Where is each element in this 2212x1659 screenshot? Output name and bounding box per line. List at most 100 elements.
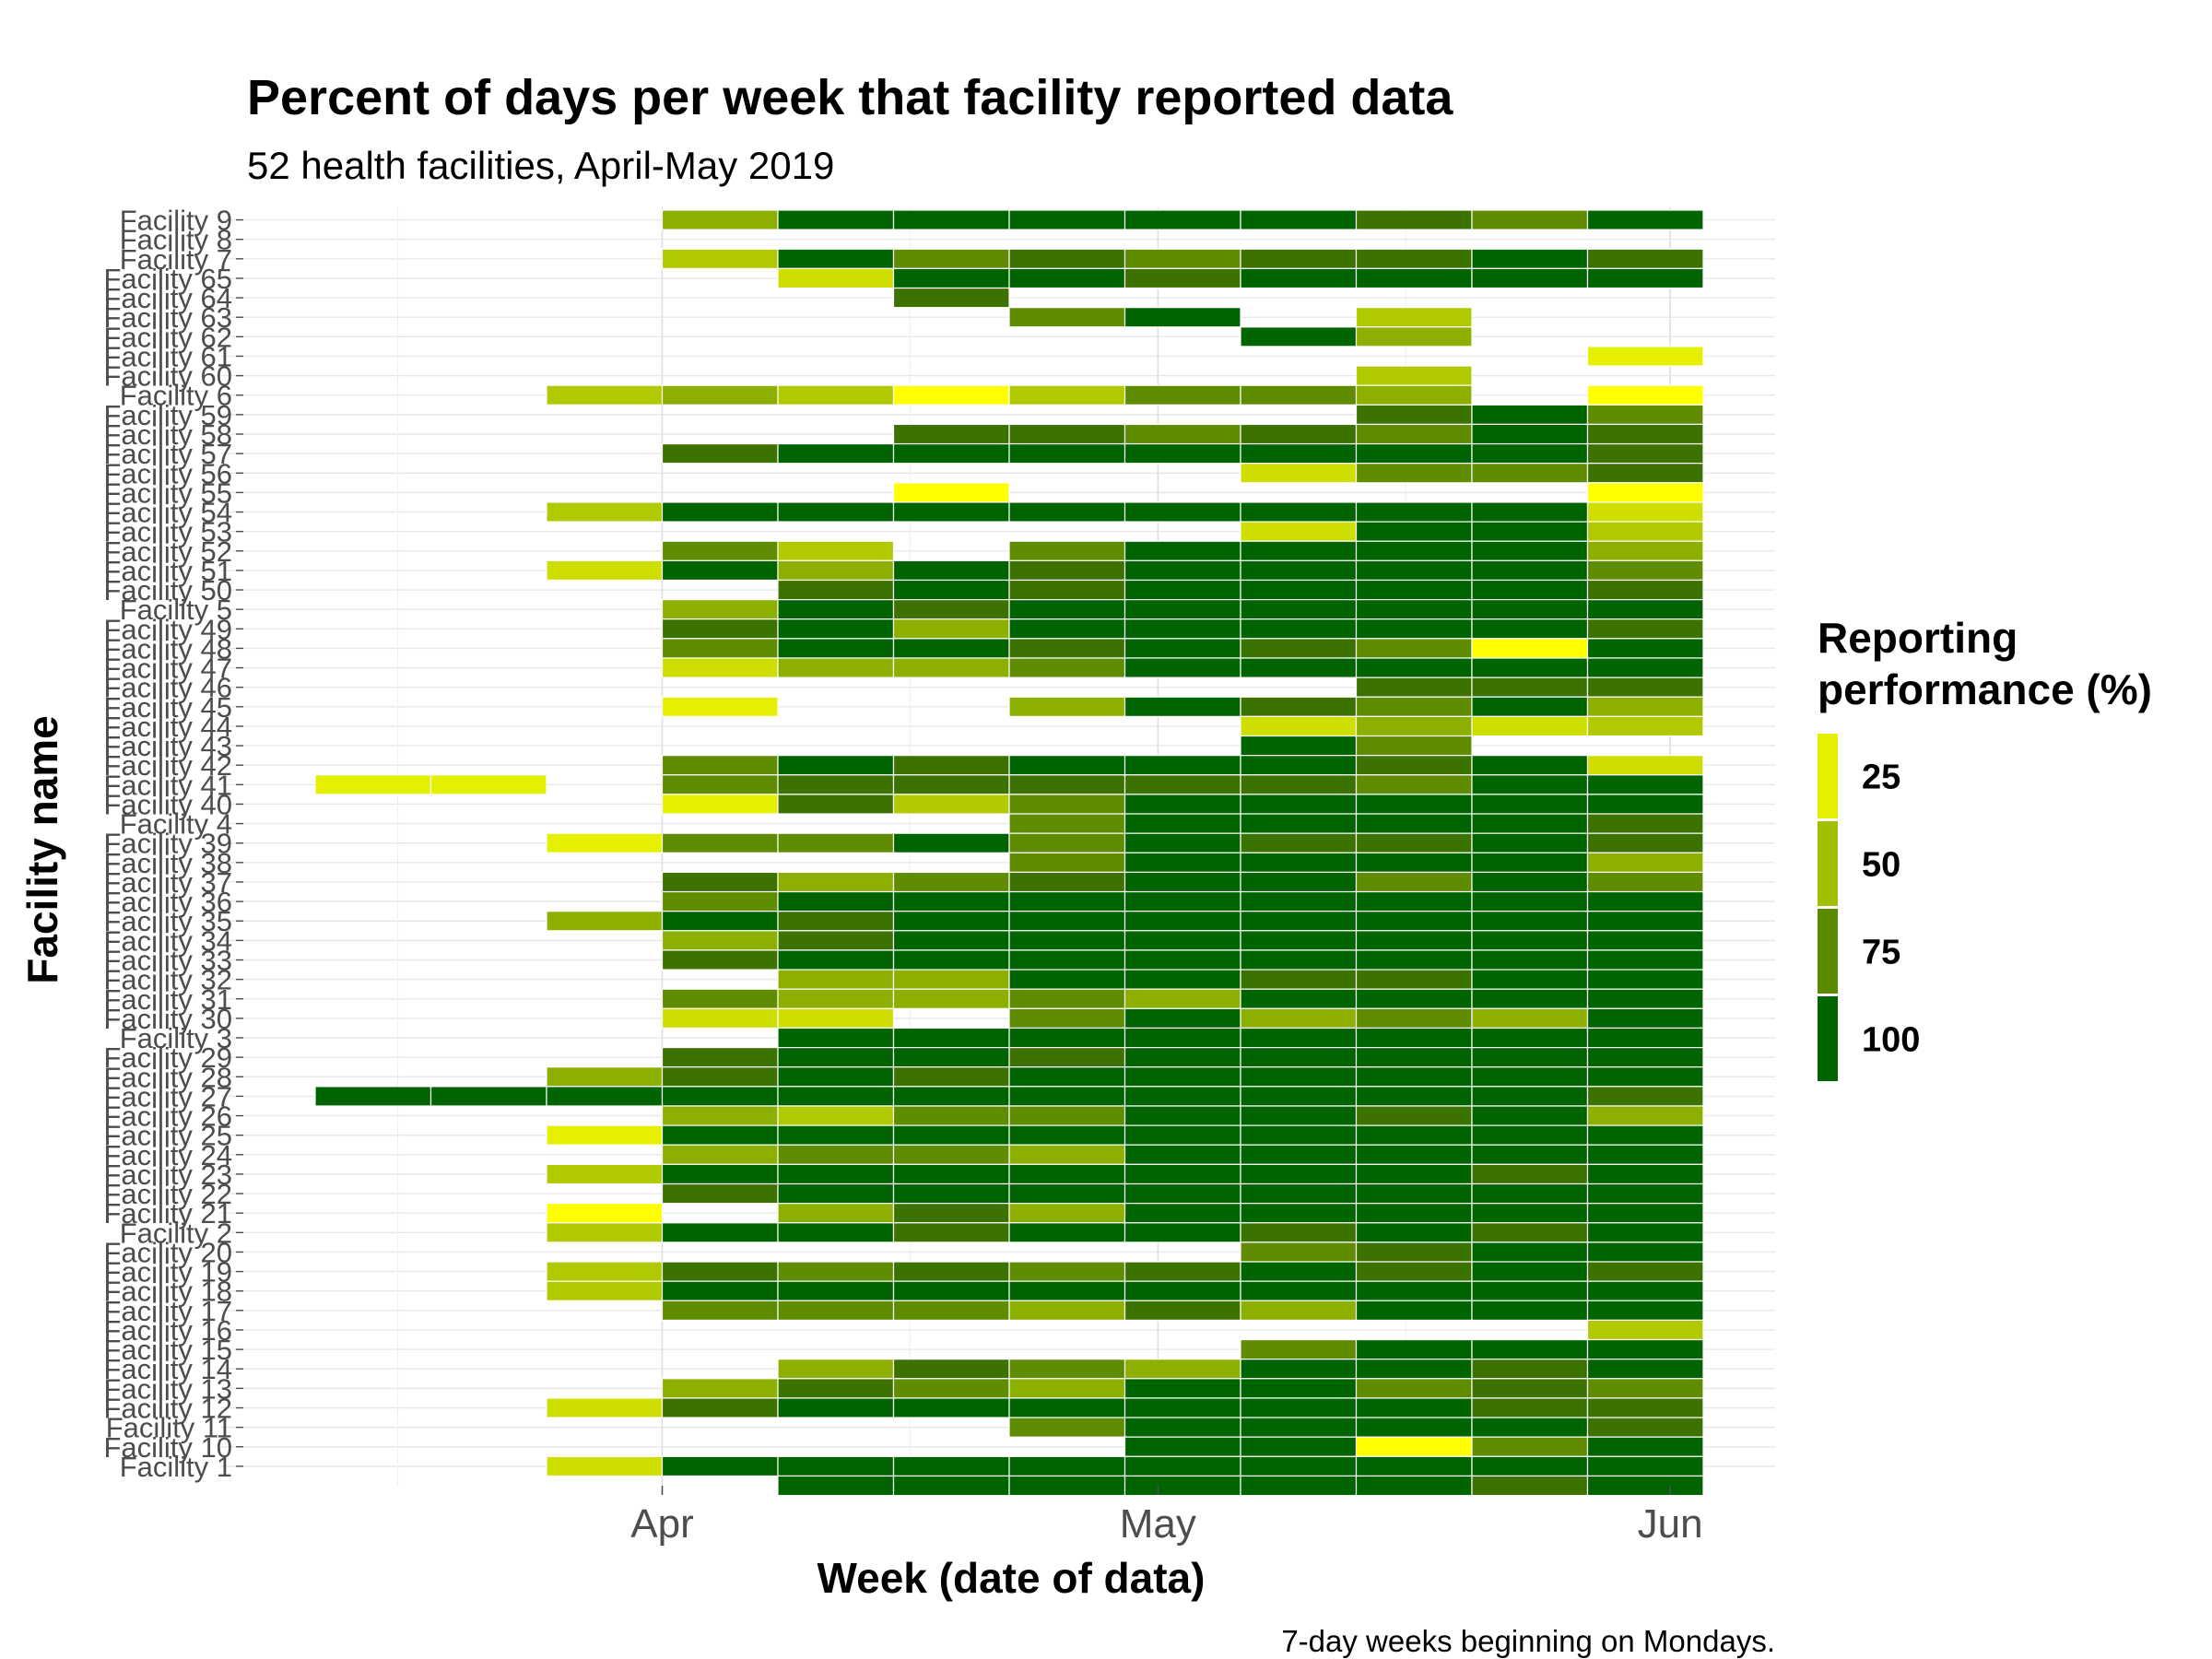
y-tick-label: Facility 60: [103, 360, 232, 393]
heatmap-cell: [1008, 1261, 1126, 1282]
y-tick-label: Facility 4: [120, 808, 232, 841]
heatmap-cell: [1124, 423, 1241, 445]
heatmap-cell: [777, 988, 895, 1009]
heatmap-cell: [1355, 1124, 1473, 1146]
y-tick-label: Facility 23: [103, 1159, 232, 1191]
heatmap-cell: [1471, 1280, 1589, 1301]
heatmap-cell: [1008, 696, 1126, 717]
heatmap-cell: [1586, 1455, 1704, 1477]
heatmap-cell: [1355, 949, 1473, 971]
heatmap-cell: [1586, 677, 1704, 698]
heatmap-cell: [777, 1455, 895, 1477]
y-tick-label: Facility 14: [103, 1353, 232, 1385]
heatmap-cell: [777, 949, 895, 971]
heatmap-cell: [1471, 813, 1589, 834]
heatmap-cell: [1355, 1436, 1473, 1457]
y-tick-label: Facility 22: [103, 1178, 232, 1210]
heatmap-cell: [777, 832, 895, 853]
heatmap-cell: [1240, 1280, 1358, 1301]
heatmap-cell: [1008, 579, 1126, 601]
heatmap-cell: [892, 1397, 1010, 1418]
heatmap-cell: [892, 559, 1010, 582]
heatmap-cell: [1471, 540, 1589, 561]
heatmap-cell: [1240, 1222, 1358, 1243]
y-tick-label: Facility 39: [103, 828, 232, 860]
heatmap-cell: [1471, 267, 1589, 289]
heatmap-cell: [1355, 1338, 1473, 1360]
heatmap-cell: [777, 384, 895, 406]
heatmap-cell: [1586, 911, 1704, 932]
heatmap-cell: [546, 911, 664, 932]
heatmap-cell: [1586, 501, 1704, 523]
heatmap-cell: [1586, 267, 1704, 289]
heatmap-cell: [777, 1027, 895, 1049]
heatmap-cell: [1124, 1436, 1241, 1457]
heatmap-cell: [777, 1261, 895, 1282]
heatmap-cell: [1008, 1086, 1126, 1107]
heatmap-cell: [892, 1046, 1010, 1068]
heatmap-cell: [892, 423, 1010, 445]
heatmap-cell: [1124, 1027, 1241, 1049]
heatmap-cell: [661, 930, 779, 951]
heatmap-cell: [1355, 384, 1473, 406]
heatmap-cell: [1240, 638, 1358, 659]
heatmap-cell: [892, 598, 1010, 620]
heatmap-cell: [1586, 1436, 1704, 1457]
heatmap-cell: [892, 1086, 1010, 1107]
heatmap-cell: [1124, 540, 1241, 561]
heatmap-cell: [1124, 1455, 1241, 1477]
heatmap-cell: [1586, 540, 1704, 561]
heatmap-cell: [892, 969, 1010, 990]
heatmap-cell: [1471, 579, 1589, 601]
heatmap-cell: [1240, 559, 1358, 582]
heatmap-cell: [1586, 696, 1704, 717]
heatmap-cell: [1008, 1300, 1126, 1322]
heatmap-cell: [1471, 209, 1589, 230]
heatmap-cell: [1471, 1222, 1589, 1243]
heatmap-cell: [1355, 1397, 1473, 1418]
heatmap-cell: [1355, 1046, 1473, 1068]
heatmap-cell: [1124, 442, 1241, 465]
heatmap-cell: [1240, 442, 1358, 465]
heatmap-cell: [777, 890, 895, 912]
heatmap-cell: [1240, 949, 1358, 971]
heatmap-cell: [1124, 1066, 1241, 1088]
heatmap-cell: [1124, 1280, 1241, 1301]
heatmap-cell: [1008, 1124, 1126, 1146]
heatmap-cell: [1471, 890, 1589, 912]
heatmap-cell: [892, 774, 1010, 795]
heatmap-cell: [1586, 1086, 1704, 1107]
heatmap-cell: [892, 988, 1010, 1009]
heatmap-cell: [1586, 1280, 1704, 1301]
heatmap-cell: [661, 949, 779, 971]
heatmap-cell: [892, 1066, 1010, 1088]
heatmap-cell: [1586, 1163, 1704, 1185]
heatmap-cell: [1355, 423, 1473, 445]
legend-label: 75: [1862, 934, 1900, 972]
heatmap-cell: [777, 1086, 895, 1107]
y-tick-label: Facility 13: [103, 1372, 232, 1405]
y-tick-label: Facility 42: [103, 749, 232, 782]
heatmap-cell: [1355, 1027, 1473, 1049]
heatmap-cell: [1008, 988, 1126, 1009]
heatmap-cell: [1586, 463, 1704, 484]
heatmap-cell: [1008, 1027, 1126, 1049]
heatmap-cell: [1586, 248, 1704, 269]
heatmap-cell: [1471, 1086, 1589, 1107]
heatmap-cell: [892, 1280, 1010, 1301]
heatmap-cell: [1586, 890, 1704, 912]
heatmap-cell: [1008, 598, 1126, 620]
heatmap-cell: [1471, 463, 1589, 484]
heatmap-cell: [661, 1261, 779, 1282]
heatmap-cell: [1471, 755, 1589, 776]
heatmap-cell: [1355, 540, 1473, 561]
chart-title: Percent of days per week that facility r…: [247, 70, 1453, 125]
heatmap-cell: [661, 1066, 779, 1088]
heatmap-cell: [1471, 501, 1589, 523]
heatmap-cell: [1008, 248, 1126, 269]
heatmap-cell: [892, 1203, 1010, 1224]
heatmap-cell: [777, 930, 895, 951]
heatmap-cell: [1355, 755, 1473, 776]
heatmap-cell: [1240, 267, 1358, 289]
heatmap-cell: [661, 540, 779, 561]
